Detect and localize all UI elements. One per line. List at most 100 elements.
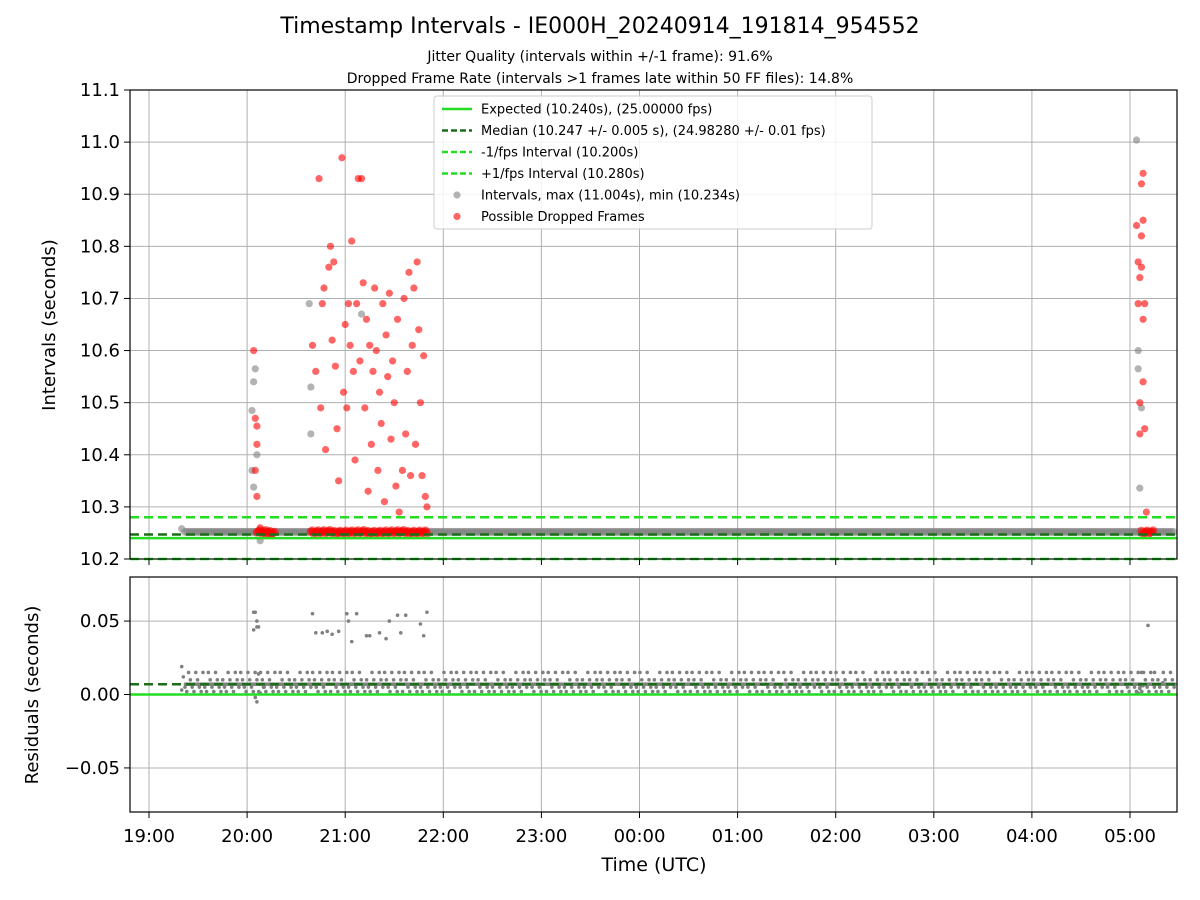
residual-point (1033, 685, 1038, 689)
residual-point (889, 685, 894, 689)
interval-point (250, 483, 258, 491)
residual-point (231, 689, 236, 694)
dropped-point (398, 466, 407, 475)
dropped-point (253, 492, 261, 501)
residual-point (201, 670, 205, 675)
residual-point (623, 689, 628, 694)
residual-point (1123, 678, 1128, 682)
residual-point (1077, 670, 1081, 675)
residual-point (629, 685, 633, 689)
residual-band (183, 670, 1177, 694)
residual-point (740, 685, 745, 689)
residual-point (458, 685, 462, 689)
residuals-series (179, 610, 1165, 704)
residual-point (442, 670, 446, 675)
residual-point (389, 670, 394, 675)
residual-point (947, 678, 952, 682)
y-axis-label-residuals: Residuals (seconds) (22, 606, 43, 785)
residual-point (553, 670, 558, 675)
residual-point (370, 670, 374, 675)
residual-point (756, 670, 761, 675)
residual-point (354, 611, 359, 616)
residual-point (422, 670, 426, 675)
dropped-point (325, 263, 333, 271)
residual-point (726, 685, 730, 689)
residual-point (195, 678, 200, 682)
dropped-point (1137, 263, 1146, 271)
residual-point (183, 685, 187, 689)
residual-point (578, 689, 583, 694)
residual-point (934, 678, 939, 682)
residual-point (832, 689, 837, 694)
residual-point (186, 670, 191, 675)
dropped-point (1136, 399, 1144, 407)
residual-point (1120, 689, 1124, 694)
residual-point (539, 689, 543, 694)
residual-point (188, 678, 193, 682)
residual-point (970, 689, 975, 694)
residual-point (298, 670, 302, 675)
residual-point (976, 689, 980, 694)
residual-point (1150, 678, 1155, 682)
residual-point (407, 689, 412, 694)
residual-point (555, 678, 560, 682)
dropped-point (372, 346, 380, 355)
dropped-point (403, 367, 411, 375)
residual-point (895, 678, 899, 682)
residual-point (1021, 685, 1025, 689)
dropped-point (393, 315, 402, 323)
residual-point (729, 670, 734, 675)
residual-point (346, 685, 351, 689)
dropped-point (1132, 221, 1141, 230)
legend-swatch (453, 212, 461, 221)
x-axis-label: Time (UTC) (600, 854, 706, 876)
residual-point (1148, 670, 1153, 675)
residual-point (803, 678, 808, 682)
residual-point (782, 670, 786, 675)
residual-point (794, 689, 799, 694)
residual-point (427, 689, 432, 694)
residual-point (379, 678, 383, 682)
residual-point (305, 670, 310, 675)
x-tick-label: 01:00 (712, 826, 764, 847)
residual-point (345, 611, 349, 616)
y-tick-label: 11.0 (80, 132, 120, 153)
residual-point (677, 670, 682, 675)
residual-point (454, 670, 459, 675)
residual-point (478, 685, 482, 689)
dropped-point (408, 341, 416, 349)
residual-point (978, 670, 982, 675)
residual-point (954, 678, 959, 682)
residual-point (841, 670, 846, 675)
residual-point (893, 670, 898, 675)
residual-point (688, 689, 693, 694)
residual-point (292, 678, 297, 682)
residual-point (1071, 678, 1076, 682)
dropped-point (357, 174, 366, 183)
residual-point (641, 685, 646, 689)
residual-point (697, 670, 702, 675)
residual-point (530, 685, 534, 689)
residual-point (780, 689, 784, 694)
residual-point (1019, 678, 1024, 682)
residual-point (224, 689, 229, 694)
residual-point (771, 678, 775, 682)
residual-point (863, 678, 867, 682)
residual-point (416, 670, 421, 675)
residual-point (573, 670, 578, 675)
residual-point (906, 670, 910, 675)
residual-point (359, 678, 364, 682)
residual-point (809, 670, 813, 675)
residual-point (1014, 685, 1018, 689)
dropped-point (308, 341, 317, 349)
residual-point (602, 685, 606, 689)
residual-point (490, 685, 495, 689)
residual-point (562, 685, 567, 689)
residual-point (393, 685, 398, 689)
residual-point (226, 670, 230, 675)
residual-point (670, 670, 675, 675)
residual-point (1165, 685, 1169, 689)
interval-point (1134, 346, 1142, 355)
dropped-point (375, 388, 384, 396)
residual-point (668, 685, 673, 689)
